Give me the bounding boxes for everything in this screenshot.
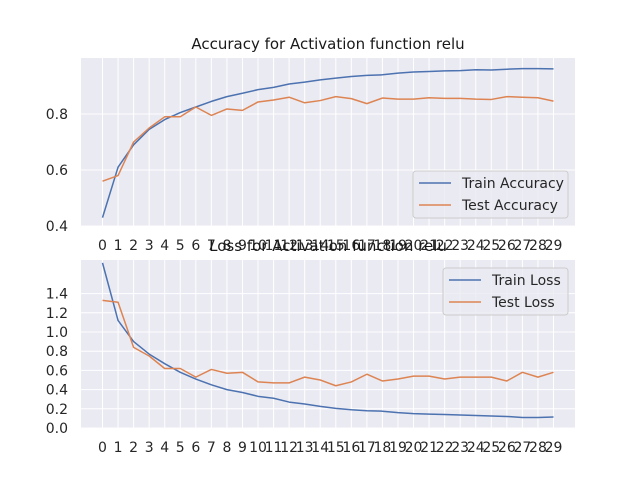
loss-xtick-label: 0 — [98, 440, 107, 456]
accuracy-xtick-label: 12 — [280, 238, 298, 254]
accuracy-xtick-label: 9 — [238, 238, 247, 254]
accuracy-xtick-label: 20 — [405, 238, 423, 254]
accuracy-xtick-label: 15 — [327, 238, 345, 254]
accuracy-ytick-label: 0.4 — [46, 219, 68, 235]
loss-xtick-label: 9 — [238, 440, 247, 456]
train-accuracy-legend-label: Train Accuracy — [461, 176, 564, 192]
loss-xtick-label: 19 — [389, 440, 407, 456]
test-accuracy-legend-label: Test Accuracy — [461, 198, 558, 214]
loss-xtick-label: 17 — [358, 440, 376, 456]
test-loss-legend-label: Test Loss — [491, 295, 555, 311]
accuracy-xtick-label: 23 — [451, 238, 469, 254]
accuracy-xtick-label: 4 — [160, 238, 169, 254]
accuracy-xtick-label: 28 — [529, 238, 547, 254]
loss-xtick-label: 10 — [249, 440, 267, 456]
accuracy-xtick-label: 18 — [374, 238, 392, 254]
loss-xtick-label: 26 — [498, 440, 516, 456]
accuracy-xtick-label: 10 — [249, 238, 267, 254]
accuracy-xtick-label: 22 — [436, 238, 454, 254]
loss-xtick-label: 13 — [296, 440, 314, 456]
loss-xtick-label: 6 — [191, 440, 200, 456]
loss-xtick-label: 28 — [529, 440, 547, 456]
loss-chart: 0.00.20.40.60.81.01.21.4 0 1 2 3 4 5 6 7 8 9 10111… — [46, 237, 575, 456]
accuracy-xtick-label: 11 — [265, 238, 283, 254]
loss-xtick-label: 23 — [451, 440, 469, 456]
accuracy-xtick-label: 21 — [420, 238, 438, 254]
loss-xtick-label: 27 — [513, 440, 531, 456]
loss-ytick-label: 0.4 — [46, 383, 68, 399]
accuracy-xtick-label: 19 — [389, 238, 407, 254]
accuracy-xtick-label: 29 — [545, 238, 563, 254]
accuracy-xtick-label: 27 — [513, 238, 531, 254]
loss-chart-title: Loss for Activation function relu — [209, 237, 447, 255]
loss-xtick-label: 21 — [420, 440, 438, 456]
accuracy-xtick-label: 26 — [498, 238, 516, 254]
loss-xtick-label: 5 — [176, 440, 185, 456]
loss-xtick-label: 24 — [467, 440, 485, 456]
accuracy-ytick-label: 0.6 — [46, 163, 68, 179]
loss-xtick-label: 12 — [280, 440, 298, 456]
accuracy-legend-box — [412, 170, 569, 219]
train-loss-line — [101, 262, 554, 419]
loss-xtick-label: 2 — [129, 440, 138, 456]
accuracy-xtick-label: 3 — [145, 238, 154, 254]
loss-xtick-label: 29 — [545, 440, 563, 456]
loss-ytick-label: 1.4 — [46, 287, 68, 303]
loss-ytick-label: 0.6 — [46, 363, 68, 379]
test-loss-line — [102, 299, 554, 387]
loss-xtick-label: 7 — [207, 440, 216, 456]
loss-xtick-label: 15 — [327, 440, 345, 456]
accuracy-xtick-label: 2 — [129, 238, 138, 254]
train-accuracy-line — [101, 67, 554, 218]
accuracy-chart: Accuracy for Activation function relu 0.… — [46, 35, 575, 254]
loss-xtick-label: 22 — [436, 440, 454, 456]
loss-xtick-label: 11 — [265, 440, 283, 456]
loss-xtick-label: 18 — [374, 440, 392, 456]
accuracy-xtick-label: 17 — [358, 238, 376, 254]
loss-ytick-label: 1.2 — [46, 306, 68, 322]
loss-xtick-label: 25 — [482, 440, 500, 456]
loss-ytick-label: 0.0 — [46, 421, 68, 437]
accuracy-xtick-label: 8 — [222, 238, 231, 254]
accuracy-xtick-label: 14 — [311, 238, 329, 254]
accuracy-chart-title: Accuracy for Activation function relu — [191, 35, 464, 53]
accuracy-xtick-label: 24 — [467, 238, 485, 254]
accuracy-xtick-label: 16 — [342, 238, 360, 254]
accuracy-xtick-label: 1 — [114, 238, 123, 254]
loss-ytick-label: 0.2 — [46, 402, 68, 418]
accuracy-xtick-label: 5 — [176, 238, 185, 254]
loss-xtick-label: 4 — [160, 440, 169, 456]
loss-ytick-label: 0.8 — [46, 344, 68, 360]
train-loss-legend-label: Train Loss — [491, 273, 561, 289]
loss-xtick-label: 8 — [222, 440, 231, 456]
accuracy-xtick-label: 25 — [482, 238, 500, 254]
loss-ytick-label: 1.0 — [46, 325, 68, 341]
accuracy-xtick-label: 6 — [191, 238, 200, 254]
loss-xtick-label: 14 — [311, 440, 329, 456]
accuracy-xtick-label: 0 — [98, 238, 107, 254]
loss-xtick-label: 20 — [405, 440, 423, 456]
accuracy-xtick-label: 7 — [207, 238, 216, 254]
test-accuracy-line — [102, 95, 554, 182]
loss-xtick-label: 3 — [145, 440, 154, 456]
loss-xtick-label: 16 — [342, 440, 360, 456]
accuracy-xtick-label: 13 — [296, 238, 314, 254]
loss-xtick-label: 1 — [114, 440, 123, 456]
accuracy-ytick-label: 0.8 — [46, 107, 68, 123]
